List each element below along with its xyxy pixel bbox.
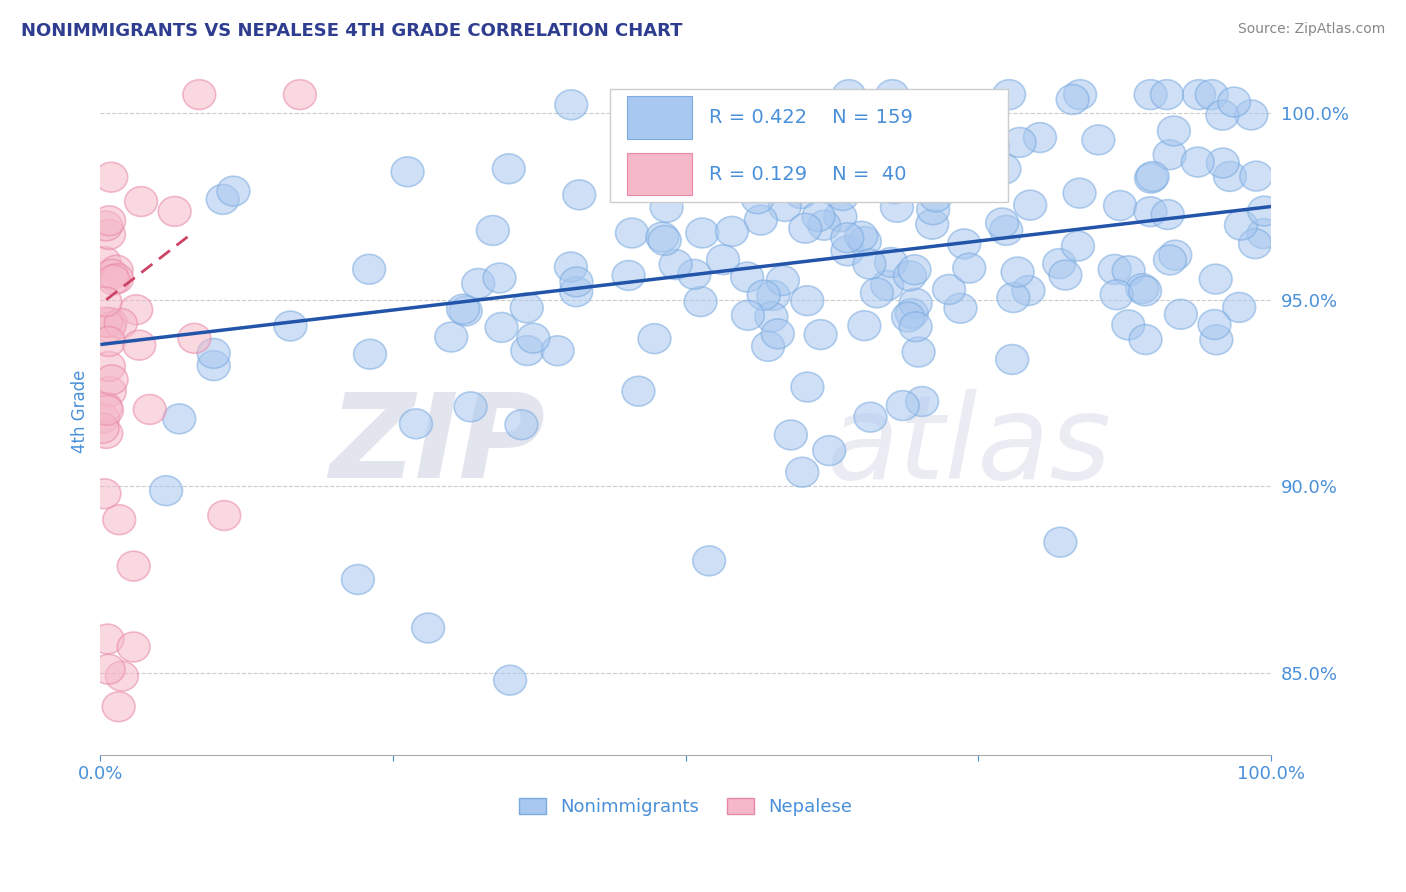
Legend: Nonimmigrants, Nepalese: Nonimmigrants, Nepalese [512,790,859,823]
Text: R = 0.129    N =  40: R = 0.129 N = 40 [709,165,907,185]
FancyBboxPatch shape [610,89,1008,202]
Text: R = 0.422    N = 159: R = 0.422 N = 159 [709,109,912,128]
Bar [627,153,692,195]
Text: NONIMMIGRANTS VS NEPALESE 4TH GRADE CORRELATION CHART: NONIMMIGRANTS VS NEPALESE 4TH GRADE CORR… [21,22,682,40]
Text: Source: ZipAtlas.com: Source: ZipAtlas.com [1237,22,1385,37]
Text: atlas: atlas [827,389,1111,503]
Text: ZIP: ZIP [329,389,546,503]
Bar [627,96,692,138]
Y-axis label: 4th Grade: 4th Grade [72,370,89,453]
